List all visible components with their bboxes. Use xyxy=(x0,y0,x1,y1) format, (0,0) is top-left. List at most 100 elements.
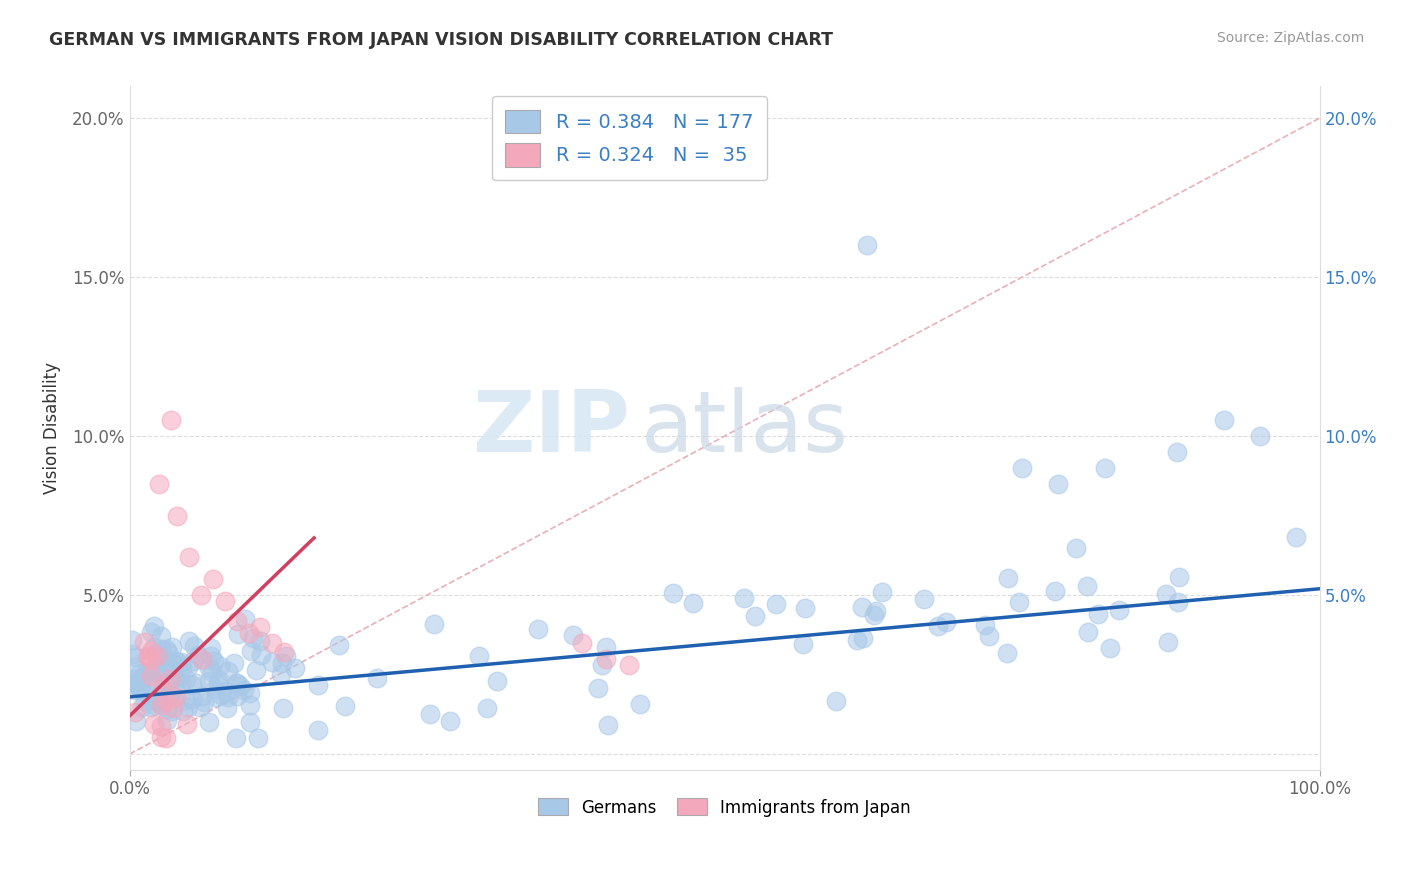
Point xyxy=(973,618,995,632)
Point xyxy=(912,592,935,607)
Point xyxy=(562,628,585,642)
Point xyxy=(135,665,157,679)
Point xyxy=(997,571,1019,585)
Point xyxy=(1076,579,1098,593)
Point xyxy=(188,700,211,714)
Point xyxy=(284,661,307,675)
Point xyxy=(792,637,814,651)
Point xyxy=(155,641,177,656)
Point xyxy=(150,698,173,713)
Point xyxy=(132,635,155,649)
Point xyxy=(124,660,146,674)
Point xyxy=(198,715,221,730)
Point xyxy=(935,615,957,629)
Legend: Germans, Immigrants from Japan: Germans, Immigrants from Japan xyxy=(531,792,918,823)
Point xyxy=(146,663,169,677)
Point xyxy=(865,604,887,618)
Point xyxy=(215,684,238,698)
Point xyxy=(156,645,179,659)
Point xyxy=(229,679,252,693)
Point xyxy=(439,714,461,728)
Point xyxy=(217,664,239,678)
Point xyxy=(129,672,152,686)
Point xyxy=(977,629,1000,643)
Point xyxy=(190,588,212,602)
Point xyxy=(139,664,162,678)
Point xyxy=(169,655,191,669)
Point xyxy=(166,508,188,523)
Point xyxy=(1099,640,1122,655)
Point xyxy=(273,645,295,659)
Point xyxy=(872,585,894,599)
Point xyxy=(682,596,704,610)
Point xyxy=(249,634,271,648)
Point xyxy=(852,631,875,645)
Point xyxy=(149,629,172,643)
Point xyxy=(215,700,238,714)
Point xyxy=(139,668,162,682)
Point xyxy=(124,682,146,697)
Point xyxy=(239,686,262,700)
Point xyxy=(307,723,329,738)
Point xyxy=(129,683,152,698)
Point xyxy=(239,698,262,712)
Point xyxy=(824,693,846,707)
Point xyxy=(328,638,350,652)
Point xyxy=(177,659,200,673)
Point xyxy=(239,643,262,657)
Point xyxy=(143,692,166,706)
Point xyxy=(128,665,150,680)
Point xyxy=(595,651,617,665)
Point xyxy=(226,627,249,641)
Point xyxy=(856,238,879,252)
Point xyxy=(150,680,173,694)
Point xyxy=(149,719,172,733)
Point xyxy=(1064,541,1087,555)
Point xyxy=(143,698,166,712)
Point xyxy=(200,649,222,664)
Point xyxy=(1011,461,1033,475)
Point xyxy=(1166,445,1188,459)
Point xyxy=(596,718,619,732)
Point xyxy=(1094,461,1116,475)
Point xyxy=(148,476,170,491)
Point xyxy=(591,657,613,672)
Point xyxy=(630,697,652,711)
Point xyxy=(238,626,260,640)
Point xyxy=(527,622,550,636)
Point xyxy=(155,731,177,746)
Point xyxy=(142,619,165,633)
Text: ZIP: ZIP xyxy=(471,386,630,470)
Point xyxy=(139,699,162,714)
Point xyxy=(793,600,815,615)
Point xyxy=(270,666,292,681)
Point xyxy=(595,640,617,654)
Point xyxy=(249,620,271,634)
Point xyxy=(160,413,183,427)
Point xyxy=(366,671,388,685)
Point xyxy=(156,663,179,677)
Point xyxy=(571,636,593,650)
Point xyxy=(124,672,146,686)
Point xyxy=(159,680,181,694)
Text: GERMAN VS IMMIGRANTS FROM JAPAN VISION DISABILITY CORRELATION CHART: GERMAN VS IMMIGRANTS FROM JAPAN VISION D… xyxy=(49,31,834,49)
Point xyxy=(141,652,163,666)
Point xyxy=(1154,587,1177,601)
Point xyxy=(260,656,283,670)
Point xyxy=(204,690,226,705)
Point xyxy=(1108,603,1130,617)
Point xyxy=(143,640,166,655)
Point xyxy=(163,657,186,671)
Point xyxy=(224,657,246,671)
Point xyxy=(475,701,498,715)
Point xyxy=(851,600,873,615)
Point xyxy=(177,700,200,714)
Point xyxy=(191,653,214,667)
Point xyxy=(160,704,183,718)
Point xyxy=(155,658,177,673)
Point xyxy=(239,715,262,730)
Point xyxy=(193,695,215,709)
Point xyxy=(134,694,156,708)
Point xyxy=(208,673,231,688)
Point xyxy=(207,675,229,690)
